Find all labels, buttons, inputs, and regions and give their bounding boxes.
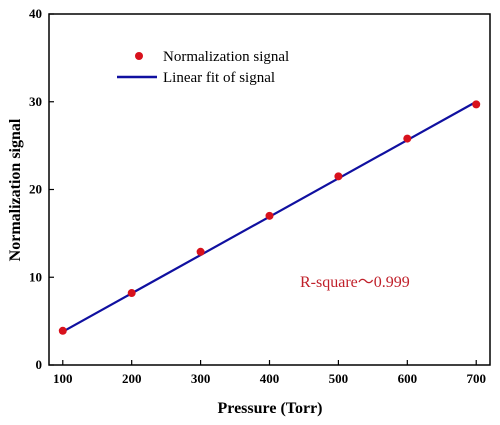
x-tick-label: 400 <box>260 371 280 386</box>
data-point <box>403 134 412 143</box>
x-tick-label: 600 <box>398 371 418 386</box>
data-point <box>265 211 274 220</box>
x-tick-label: 100 <box>53 371 73 386</box>
r-square-annotation: R-square～0.999 <box>300 274 410 291</box>
y-tick-label: 10 <box>29 269 42 284</box>
x-axis-ticks: 100 200 300 400 500 600 700 <box>53 360 486 386</box>
y-axis-title: Normalization signal <box>7 118 24 261</box>
legend: Normalization signal Linear fit of signa… <box>117 49 289 86</box>
x-tick-label: 300 <box>191 371 211 386</box>
data-point <box>196 247 205 256</box>
x-axis-title: Pressure (Torr) <box>217 400 322 417</box>
data-point <box>334 172 343 181</box>
data-point <box>127 289 136 298</box>
y-tick-label: 40 <box>29 6 42 21</box>
y-tick-label: 20 <box>29 182 42 197</box>
legend-label-linear-fit: Linear fit of signal <box>163 70 275 86</box>
x-tick-label: 200 <box>122 371 142 386</box>
y-tick-label: 0 <box>36 357 43 372</box>
x-tick-label: 700 <box>466 371 486 386</box>
legend-marker-normalization-signal <box>135 52 143 60</box>
series-layer <box>58 100 481 335</box>
legend-label-normalization-signal: Normalization signal <box>163 49 289 65</box>
data-point <box>58 326 67 335</box>
y-axis-ticks: 0 10 20 30 40 <box>29 6 54 372</box>
data-point <box>472 100 481 109</box>
x-tick-label: 500 <box>329 371 349 386</box>
y-tick-label: 30 <box>29 94 42 109</box>
plot-frame <box>48 13 491 366</box>
